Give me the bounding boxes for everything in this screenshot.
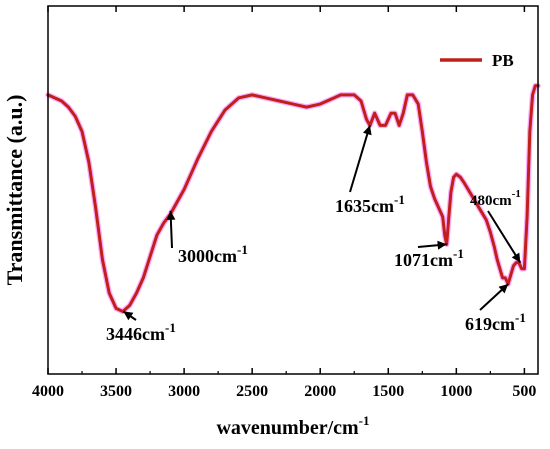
x-tick-label: 3000 [168,383,200,400]
annotation-sup: -1 [394,192,405,207]
x-axis-label-text: wavenumber/cm [216,417,359,439]
y-axis-label: Transmittance (a.u.) [2,95,27,286]
x-tick-label: 2500 [236,383,268,400]
annotation-arrow-4 [487,210,522,264]
x-axis-label-sup: -1 [359,413,370,428]
annotation-sup: -1 [237,242,248,257]
series-line-0 [46,84,540,313]
x-tick-label: 2000 [304,383,336,400]
annotation-label-3: 1071cm-1 [394,246,464,270]
annotation-arrowhead-2 [363,125,372,136]
annotation-label-0: 3446cm-1 [106,320,176,344]
series-halo-0 [45,83,541,315]
x-axis-label: wavenumber/cm-1 [216,413,369,439]
x-tick-label: 3500 [100,383,132,400]
annotation-text: 480cm [470,193,512,209]
annotation-sup: -1 [515,310,526,325]
x-tick-label: 1000 [440,383,472,400]
text-layer: 4000 3500 3000 2500 2000 1500 1000 500 wavenumbe… [2,51,536,439]
annotation-text: 3000cm [178,246,237,266]
x-tick-label: 1500 [372,383,404,400]
annotation-text: 1635cm [335,196,394,216]
annotation-arrow-2 [349,125,371,193]
annotation-label-4: 480cm-1 [470,188,521,209]
annotation-arrowhead-0 [123,311,134,321]
annotation-sup: -1 [165,320,176,335]
x-tick-label: 4000 [32,383,64,400]
annotation-sup: -1 [512,188,521,200]
annotation-label-1: 3000cm-1 [178,242,248,266]
plot-frame [47,5,539,375]
legend-label: PB [492,51,514,70]
annotation-arrowhead-1 [166,210,176,220]
annotation-label-2: 1635cm-1 [335,192,405,216]
annotation-arrowhead-5 [498,284,509,294]
plot-layer [45,58,541,315]
annotation-text: 619cm [465,314,515,334]
annotation-label-5: 619cm-1 [465,310,526,334]
axes-layer [47,5,539,375]
annotation-arrowhead-4 [511,252,521,263]
annotation-arrowhead-3 [437,240,447,250]
x-tick-label: 500 [512,383,536,400]
annotation-sup: -1 [453,246,464,261]
annotation-text: 1071cm [394,250,453,270]
annotation-text: 3446cm [106,324,165,344]
